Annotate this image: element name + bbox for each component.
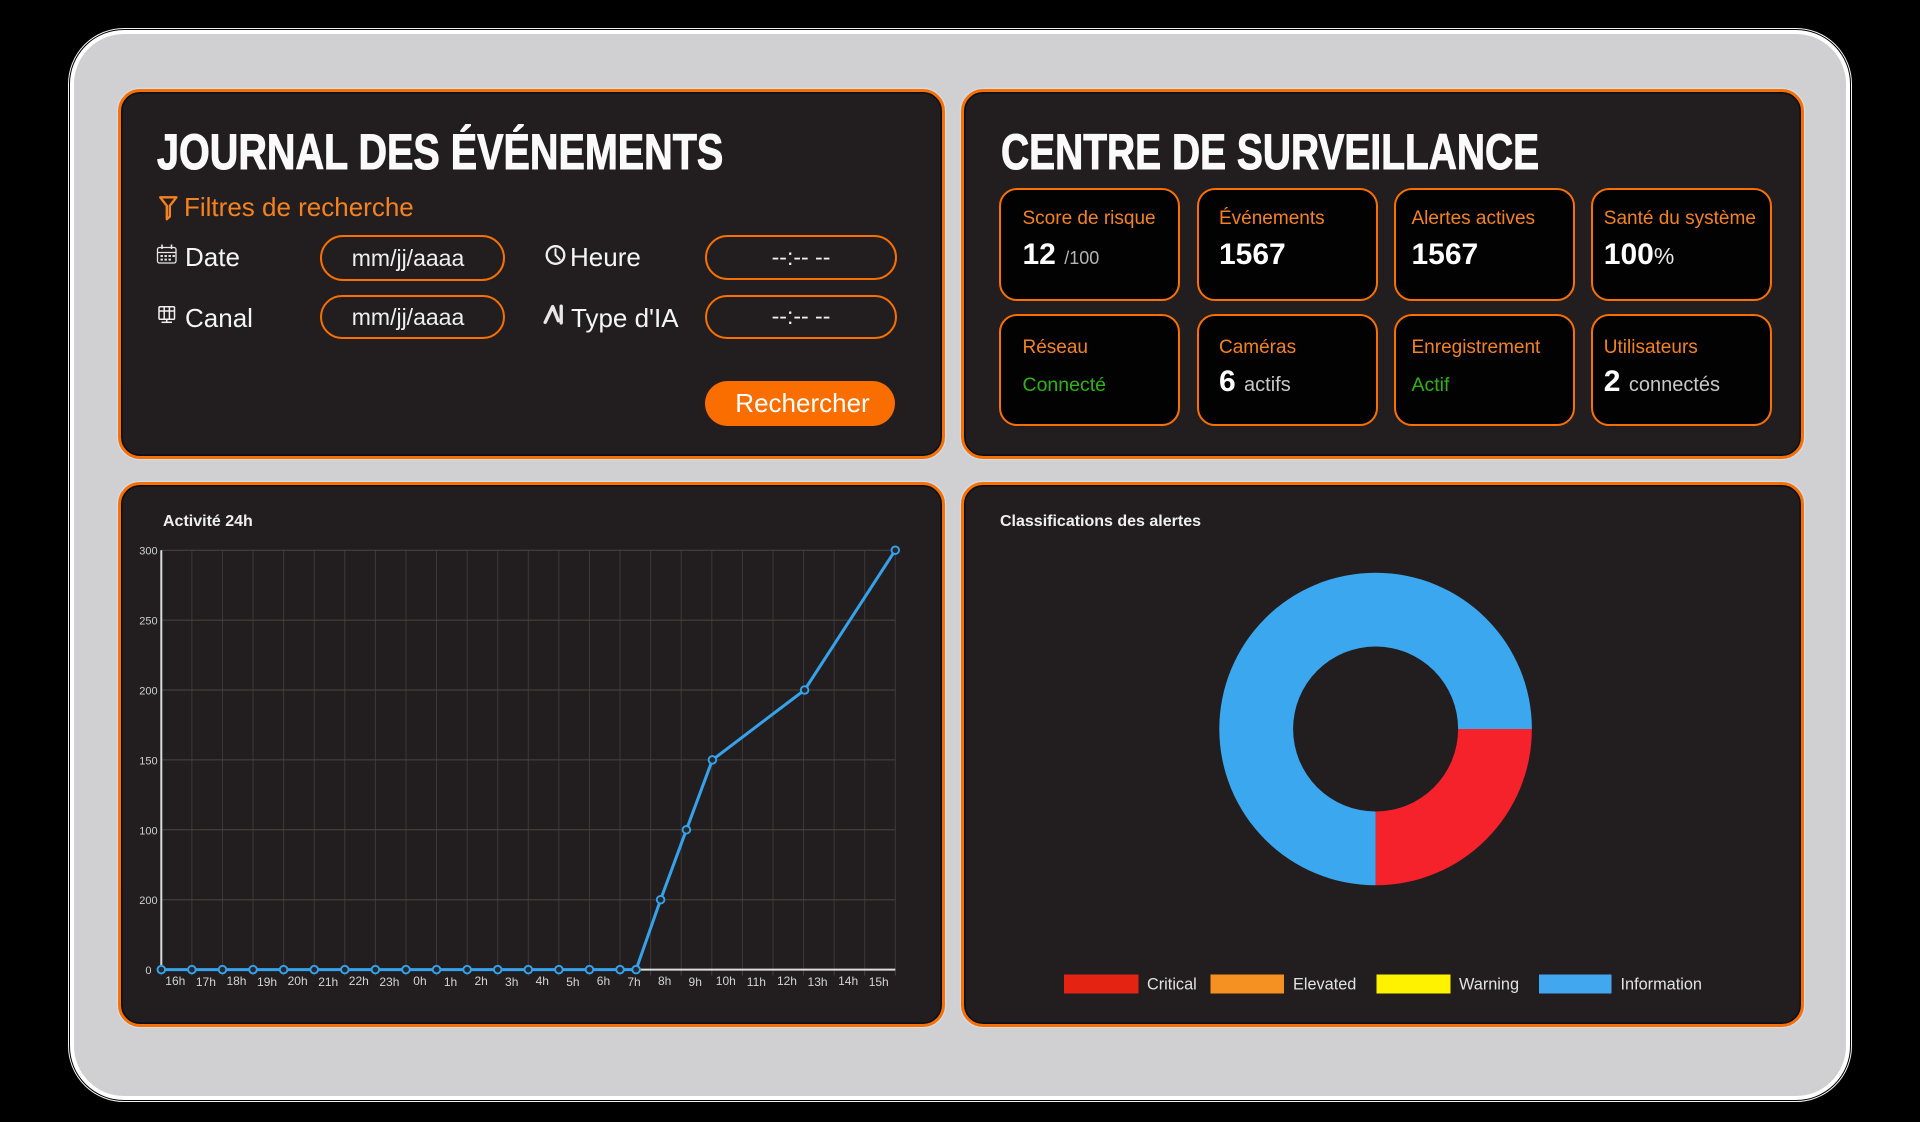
svg-text:3h: 3h (505, 975, 518, 989)
svg-text:4h: 4h (536, 974, 549, 988)
svg-text:6h: 6h (597, 974, 610, 988)
svg-text:18h: 18h (226, 974, 246, 988)
svg-text:19h: 19h (257, 975, 277, 989)
svg-text:200: 200 (139, 895, 157, 907)
svg-text:200: 200 (139, 686, 157, 698)
svg-text:100: 100 (139, 825, 157, 837)
svg-text:17h: 17h (196, 975, 216, 989)
svg-text:250: 250 (139, 616, 157, 628)
svg-text:22h: 22h (349, 974, 369, 988)
svg-text:Warning: Warning (1459, 976, 1519, 994)
svg-text:23h: 23h (379, 975, 399, 989)
svg-text:300: 300 (139, 546, 157, 558)
svg-text:16h: 16h (165, 974, 185, 988)
svg-text:0: 0 (145, 965, 151, 977)
svg-text:Information: Information (1621, 976, 1702, 994)
svg-text:2h: 2h (474, 974, 487, 988)
svg-text:1h: 1h (444, 975, 457, 989)
svg-text:20h: 20h (288, 974, 308, 988)
svg-text:13h: 13h (808, 975, 828, 989)
svg-text:21h: 21h (318, 975, 338, 989)
svg-text:14h: 14h (838, 974, 858, 988)
svg-text:0h: 0h (413, 974, 426, 988)
svg-text:15h: 15h (869, 975, 889, 989)
svg-text:11h: 11h (747, 975, 766, 989)
svg-text:10h: 10h (716, 974, 736, 988)
svg-text:Elevated: Elevated (1293, 976, 1356, 994)
svg-text:5h: 5h (566, 975, 579, 989)
svg-text:9h: 9h (689, 975, 702, 989)
svg-text:12h: 12h (777, 974, 797, 988)
svg-text:8h: 8h (658, 974, 671, 988)
svg-text:150: 150 (139, 755, 157, 767)
svg-text:7h: 7h (627, 975, 640, 989)
svg-text:Critical: Critical (1147, 976, 1197, 994)
